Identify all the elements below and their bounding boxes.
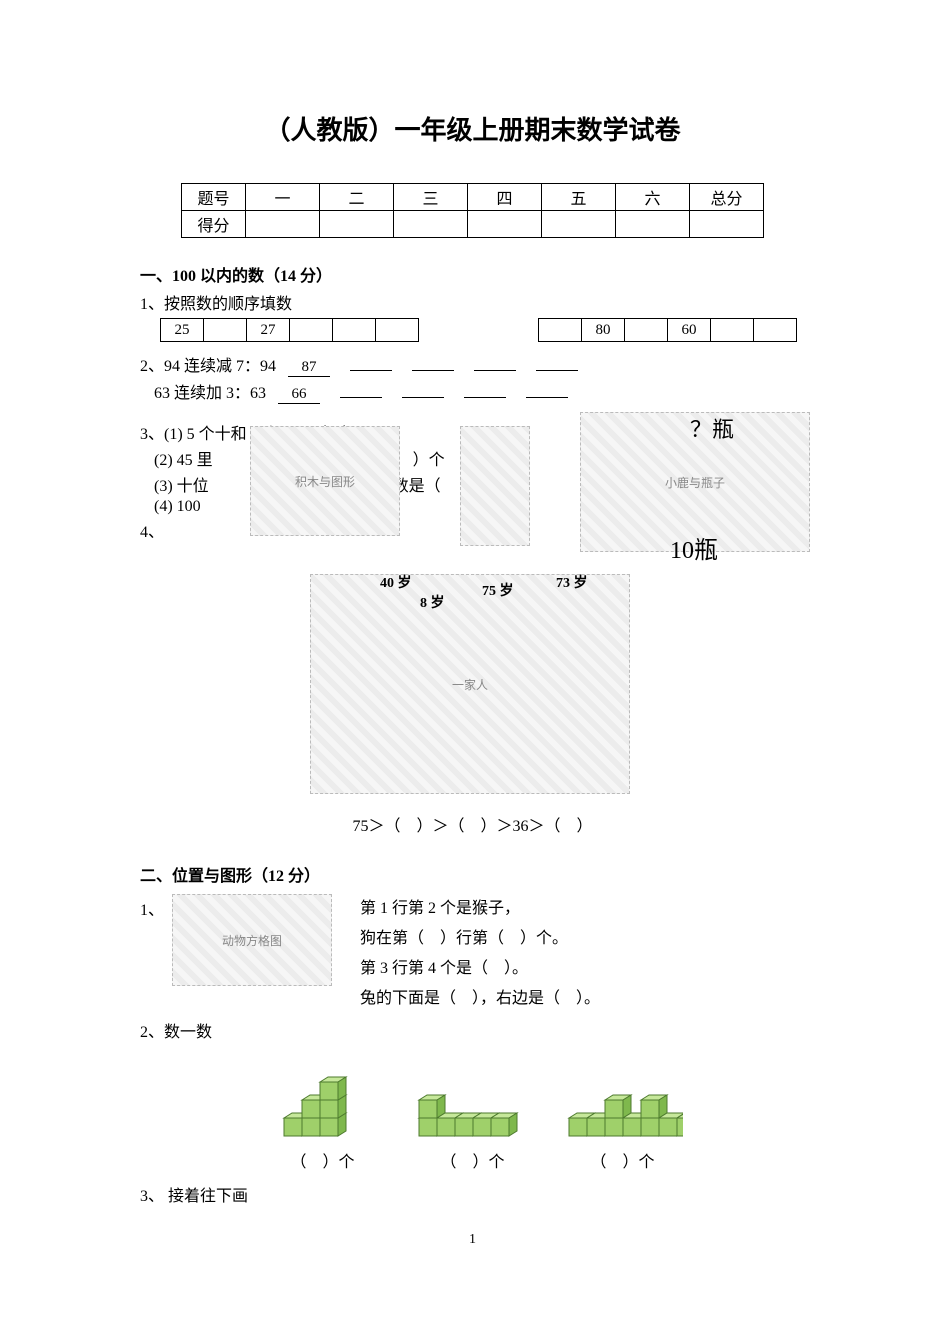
seq-cell: 27 (246, 318, 290, 342)
family-block: 一家人 40 岁 8 岁 75 岁 73 岁 75＞（ ）＞（ ）＞36＞（ ） (140, 574, 805, 844)
blank (402, 397, 444, 398)
age-tag: 75 岁 (482, 580, 514, 600)
blank (464, 397, 506, 398)
exam-page: （人教版）一年级上册期末数学试卷 题号 一 二 三 四 五 六 总分 得分 一、… (0, 0, 945, 1268)
q2-line1: 2、94 连续减 7：94 87 (140, 352, 805, 377)
seq-cell (289, 318, 333, 342)
q2-1-row: 1、 动物方格图 第 1 行第 2 个是猴子， 狗在第（ ）行第（ ）个。 第 … (140, 894, 805, 1014)
th: 总分 (690, 184, 764, 211)
cubes-2 (413, 1054, 533, 1144)
count-blank: （ ）个 (413, 1148, 533, 1172)
th: 二 (320, 184, 394, 211)
age-tag: 8 岁 (420, 592, 445, 612)
seq-cell (203, 318, 247, 342)
table-row: 题号 一 二 三 四 五 六 总分 (182, 184, 764, 211)
th: 一 (246, 184, 320, 211)
q1-label: 1、按照数的顺序填数 (140, 290, 805, 314)
td: 得分 (182, 211, 246, 238)
th: 三 (394, 184, 468, 211)
blank-filled: 87 (288, 359, 330, 377)
age-tag: 73 岁 (556, 572, 588, 592)
seq-cell (710, 318, 754, 342)
td (394, 211, 468, 238)
count-blank: （ ）个 (263, 1148, 383, 1172)
inequality-line: 75＞（ ）＞（ ）＞36＞（ ） (140, 812, 805, 836)
seq-cell (375, 318, 419, 342)
th: 题号 (182, 184, 246, 211)
text-line: 狗在第（ ）行第（ ）个。 (360, 924, 600, 954)
th: 六 (616, 184, 690, 211)
th: 四 (468, 184, 542, 211)
sequence-row: 25 27 80 60 (160, 318, 805, 342)
cube-group (263, 1052, 383, 1144)
q2-3-label: 3、 接着往下画 (140, 1182, 805, 1206)
seq-cell (538, 318, 582, 342)
page-title: （人教版）一年级上册期末数学试卷 (140, 110, 805, 147)
seq-cell: 25 (160, 318, 204, 342)
cube-group (413, 1052, 533, 1144)
td (690, 211, 764, 238)
td (246, 211, 320, 238)
animal-grid-icon: 动物方格图 (172, 894, 332, 986)
td (468, 211, 542, 238)
blocks-icon: 积木与图形 (250, 426, 400, 536)
section-heading: 二、位置与图形（12 分） (140, 862, 805, 886)
blank (536, 370, 578, 371)
seq-cell (753, 318, 797, 342)
q2-1-label: 1、 (140, 896, 164, 920)
q3-frag: (2) 45 里 (154, 452, 213, 469)
cubes-3 (563, 1054, 683, 1144)
q2-2-label: 2、数一数 (140, 1018, 805, 1042)
q2-prefix: 63 连续加 3：63 (154, 385, 266, 402)
cube-group (563, 1052, 683, 1144)
blank (526, 397, 568, 398)
bottle-question: ？瓶 (690, 412, 734, 444)
q3-block: 3、(1) 5 个十和 3 个一是（ ） (2) 45 里 （ ）个 (3) 十… (140, 420, 805, 560)
page-number: 1 (0, 1232, 945, 1248)
score-table: 题号 一 二 三 四 五 六 总分 得分 (181, 183, 764, 238)
section-heading: 一、100 以内的数（14 分） (140, 262, 805, 286)
seq-cell: 60 (667, 318, 711, 342)
cubes-1 (278, 1054, 368, 1144)
th: 五 (542, 184, 616, 211)
text-line: 第 1 行第 2 个是猴子， (360, 894, 600, 924)
td (616, 211, 690, 238)
blank (350, 370, 392, 371)
family-icon: 一家人 (310, 574, 630, 794)
q2-prefix: 2、94 连续减 7：94 (140, 358, 276, 375)
blank (340, 397, 382, 398)
td (320, 211, 394, 238)
q2-1-text: 第 1 行第 2 个是猴子， 狗在第（ ）行第（ ）个。 第 3 行第 4 个是… (360, 894, 600, 1014)
bottle-count: 10瓶 (670, 530, 718, 565)
cubes-row (140, 1052, 805, 1144)
blank (412, 370, 454, 371)
cubes-labels: （ ）个 （ ）个 （ ）个 (140, 1148, 805, 1172)
blank (474, 370, 516, 371)
text-line: 第 3 行第 4 个是（ ）。 (360, 954, 600, 984)
td (542, 211, 616, 238)
age-tag: 40 岁 (380, 572, 412, 592)
count-blank: （ ）个 (563, 1148, 683, 1172)
q2-line2: 63 连续加 3：63 66 (154, 379, 805, 404)
seq-cell: 80 (581, 318, 625, 342)
blank-filled: 66 (278, 386, 320, 404)
seq-cell (332, 318, 376, 342)
text-line: 兔的下面是（ ），右边是（ ）。 (360, 984, 600, 1014)
shapes-icon (460, 426, 530, 546)
q3-frag: (3) 十位 (154, 478, 209, 495)
seq-cell (624, 318, 668, 342)
table-row: 得分 (182, 211, 764, 238)
